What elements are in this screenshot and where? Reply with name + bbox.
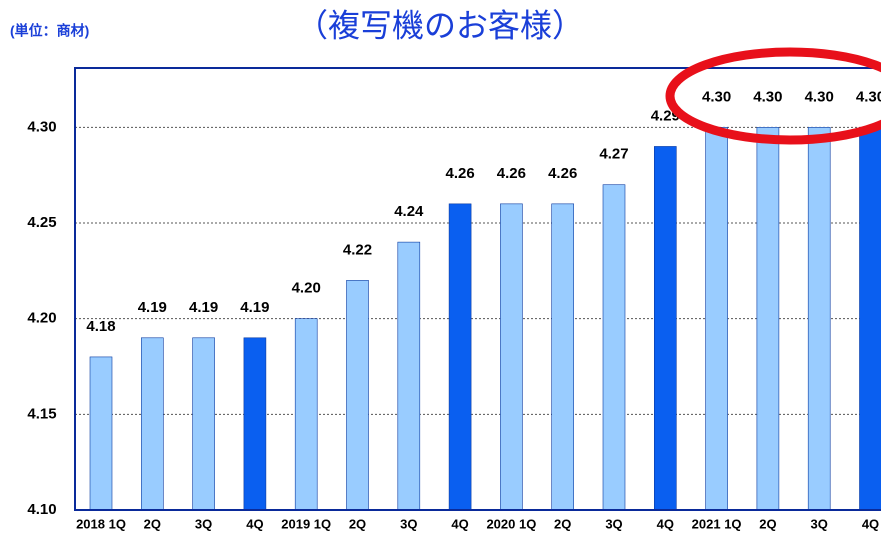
value-label: 4.26 [548,165,577,182]
value-label: 4.19 [240,299,269,316]
value-label: 4.30 [856,88,881,105]
value-label: 4.27 [599,146,628,163]
x-tick-label: 4Q [246,516,263,531]
plot-frame [74,67,881,511]
x-tick-label: 2Q [349,516,366,531]
x-tick-label: 4Q [451,516,468,531]
value-label: 4.26 [445,165,474,182]
bar [859,127,881,511]
bar [346,280,369,511]
x-tick-label: 2Q [759,516,776,531]
value-label: 4.20 [292,280,321,297]
bar [89,356,113,511]
bar [551,203,575,511]
y-tick-label: 4.30 [27,118,56,135]
x-tick-label: 2018 1Q [76,516,126,531]
value-label: 4.30 [753,88,782,105]
bar [141,337,164,511]
y-tick-label: 4.10 [27,501,56,518]
bar [807,127,831,511]
x-tick-label: 2020 1Q [486,516,536,531]
bar [705,127,728,511]
x-tick-label: 3Q [400,516,417,531]
highlight-ellipse [665,47,881,145]
value-label: 4.19 [138,299,167,316]
x-tick-label: 3Q [605,516,622,531]
y-tick-label: 4.20 [27,310,56,327]
bar [756,127,780,511]
x-tick-label: 3Q [811,516,828,531]
bar [192,337,215,511]
value-label: 4.22 [343,241,372,258]
bar [397,241,421,511]
x-tick-label: 3Q [195,516,212,531]
value-label: 4.26 [497,165,526,182]
value-label: 4.18 [86,318,115,335]
x-tick-label: 2Q [144,516,161,531]
x-tick-label: 4Q [862,516,879,531]
bar [243,337,267,511]
bar [500,203,523,511]
value-label: 4.30 [702,88,731,105]
bar [653,146,677,511]
bar [448,203,472,511]
x-tick-label: 2021 1Q [692,516,742,531]
bar [294,318,318,511]
x-tick-label: 2Q [554,516,571,531]
x-tick-label: 2019 1Q [281,516,331,531]
y-tick-label: 4.25 [27,214,56,231]
value-label: 4.24 [394,203,424,220]
chart-title: （複写機のお客様） [296,7,584,43]
unit-label: (単位：商材) [10,23,89,39]
bar [602,184,626,511]
value-label: 4.30 [805,88,834,105]
value-label: 4.19 [189,299,218,316]
y-tick-label: 4.15 [27,405,56,422]
x-tick-label: 4Q [657,516,674,531]
